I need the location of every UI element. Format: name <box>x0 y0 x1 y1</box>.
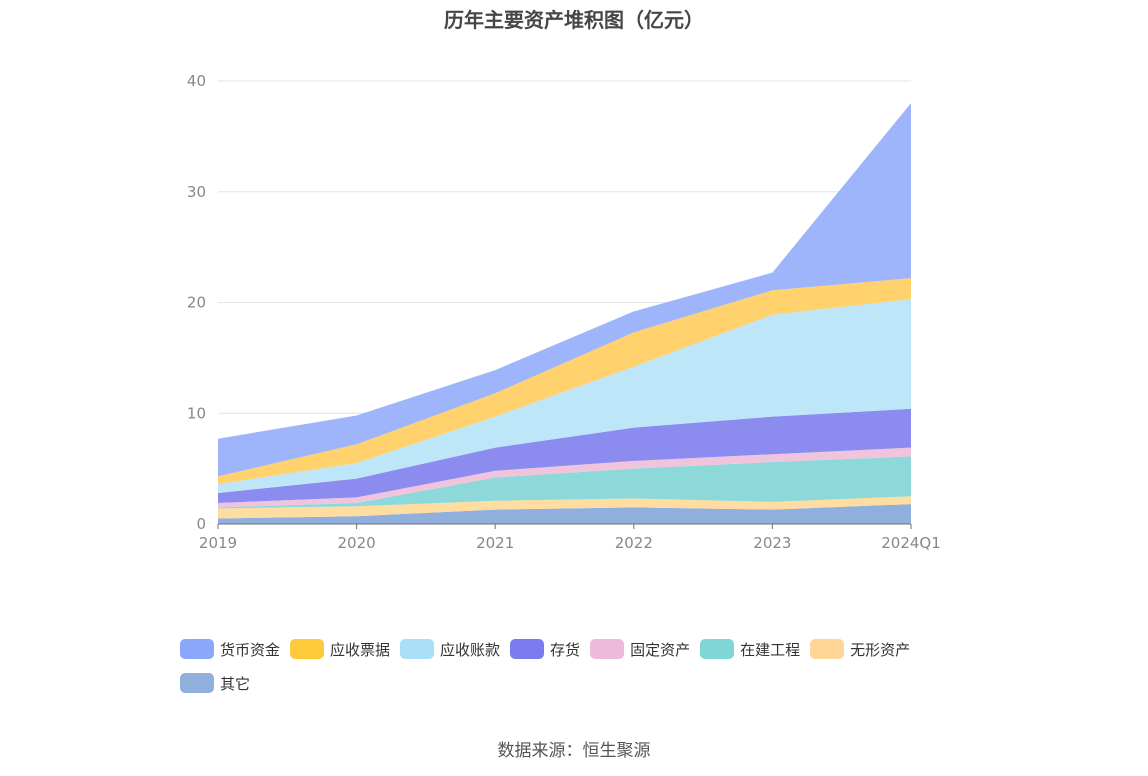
legend-label: 存货 <box>550 640 581 659</box>
legend-item[interactable]: 无形资产 <box>810 638 910 660</box>
area-在建工程[interactable] <box>218 456 911 509</box>
area-应收票据[interactable] <box>218 278 911 485</box>
area-应收账款[interactable] <box>218 299 911 493</box>
legend-item[interactable]: 货币资金 <box>180 638 280 660</box>
legend-item[interactable]: 应收账款 <box>400 638 500 660</box>
x-tick-label: 2020 <box>338 534 376 552</box>
axes: 0 10 20 30 40 2019 2020 2021 2022 2023 2024Q1 <box>187 72 941 552</box>
legend-swatch <box>180 673 214 693</box>
legend-item[interactable]: 其它 <box>180 672 250 694</box>
x-tick-label: 2021 <box>476 534 514 552</box>
x-tick-label: 2022 <box>615 534 653 552</box>
legend: 货币资金 应收票据 应收账款 存货 固定资产 在建工程 无形资产其它 <box>180 638 1000 706</box>
y-tick-label: 0 <box>196 515 206 533</box>
chart-title: 历年主要资产堆积图（亿元） <box>444 8 704 32</box>
legend-item[interactable]: 在建工程 <box>700 638 800 660</box>
x-tick-label: 2019 <box>199 534 237 552</box>
legend-swatch <box>510 639 545 659</box>
legend-swatch <box>400 639 435 659</box>
legend-label: 应收账款 <box>440 640 501 659</box>
legend-swatch <box>590 639 625 659</box>
area-存货[interactable] <box>218 408 911 503</box>
y-tick-label: 40 <box>187 72 206 90</box>
legend-swatch <box>700 639 735 659</box>
legend-label: 货币资金 <box>220 640 281 659</box>
y-tick-label: 30 <box>187 183 206 201</box>
legend-label: 无形资产 <box>850 640 911 659</box>
x-tick-label: 2024Q1 <box>881 534 941 552</box>
legend-swatch <box>180 639 214 659</box>
area-无形资产[interactable] <box>218 496 911 519</box>
y-tick-label: 10 <box>187 404 206 422</box>
source-note: 数据来源：恒生聚源 <box>497 741 651 761</box>
legend-swatch <box>810 639 845 659</box>
legend-item[interactable]: 固定资产 <box>590 638 690 660</box>
x-tick-label: 2023 <box>753 534 791 552</box>
legend-item[interactable]: 应收票据 <box>290 638 390 660</box>
legend-label: 固定资产 <box>630 640 691 659</box>
y-tick-label: 20 <box>187 294 206 312</box>
area-固定资产[interactable] <box>218 447 911 508</box>
stacked-area-chart: 0 10 20 30 40 2019 2020 2021 2022 2023 2024Q1 <box>187 72 941 552</box>
legend-item[interactable]: 存货 <box>510 638 580 660</box>
area-货币资金[interactable] <box>218 103 911 477</box>
area-其它[interactable] <box>218 504 911 524</box>
legend-label: 应收票据 <box>330 640 391 659</box>
legend-swatch <box>290 639 325 659</box>
legend-label: 在建工程 <box>740 640 801 659</box>
area-series <box>218 103 911 524</box>
legend-label: 其它 <box>220 674 251 693</box>
